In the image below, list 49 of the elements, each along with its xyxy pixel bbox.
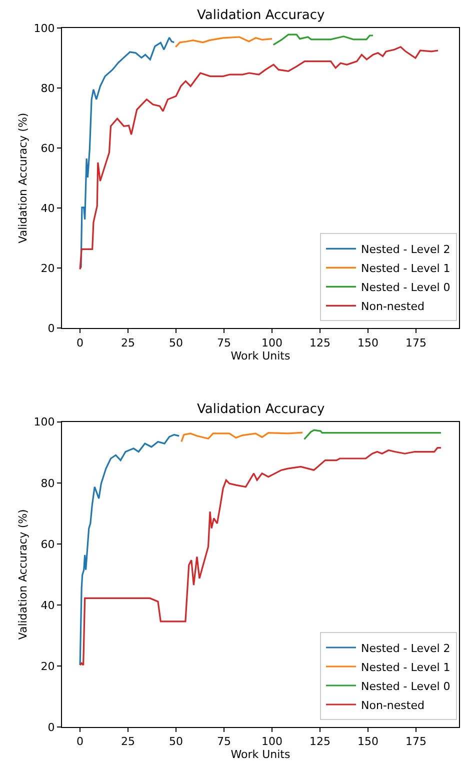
line-series [79,434,180,666]
y-tick-label: 80 [40,476,55,490]
legend-label: Nested - Level 1 [361,262,450,275]
x-tick-label: 75 [217,336,232,350]
y-axis-title: Validation Accuracy (%) [16,509,30,640]
line-series [79,46,439,270]
x-tick-label: 100 [262,735,283,748]
legend-label: Nested - Level 0 [361,280,450,294]
y-tick-label: 60 [40,142,55,155]
y-tick-label: 60 [40,538,55,551]
x-tick-label: 175 [406,336,426,350]
line-series [180,432,304,443]
x-tick-label: 100 [262,336,283,350]
x-tick-label: 50 [169,735,184,748]
x-tick-label: 75 [217,735,232,748]
line-series [272,34,374,46]
legend-label: Nested - Level 2 [361,642,450,655]
x-axis-title: Work Units [230,748,290,762]
chart-title: Validation Accuracy [197,402,325,417]
y-tick-label: 20 [40,262,55,275]
x-tick-label: 125 [310,336,331,350]
line-series [174,36,273,48]
y-tick-label: 100 [34,416,55,429]
x-tick-label: 125 [310,735,331,748]
chart-title: Validation Accuracy [197,8,325,23]
y-tick-label: 0 [48,322,55,335]
legend-label: Nested - Level 1 [361,660,450,674]
legend-label: Non-nested [361,698,424,712]
x-tick-label: 50 [169,336,184,350]
y-tick-label: 40 [40,598,55,612]
y-tick-label: 80 [40,82,55,95]
x-tick-label: 150 [358,336,378,350]
x-tick-label: 175 [406,735,426,748]
y-tick-label: 40 [40,202,55,215]
y-tick-label: 100 [34,22,55,35]
y-tick-label: 0 [48,720,55,734]
y-axis-title: Validation Accuracy (%) [16,112,30,244]
x-tick-label: 25 [121,735,136,748]
line-series [303,429,442,440]
y-tick-label: 20 [40,660,55,673]
legend-label: Nested - Level 2 [361,242,450,256]
x-tick-label: 25 [121,336,136,350]
x-tick-label: 0 [76,336,84,350]
legend-label: Non-nested [361,300,424,313]
x-tick-label: 150 [358,735,378,748]
line-series [79,36,175,269]
x-tick-label: 0 [76,735,84,748]
legend-label: Nested - Level 0 [361,680,450,693]
x-axis-title: Work Units [230,349,290,362]
